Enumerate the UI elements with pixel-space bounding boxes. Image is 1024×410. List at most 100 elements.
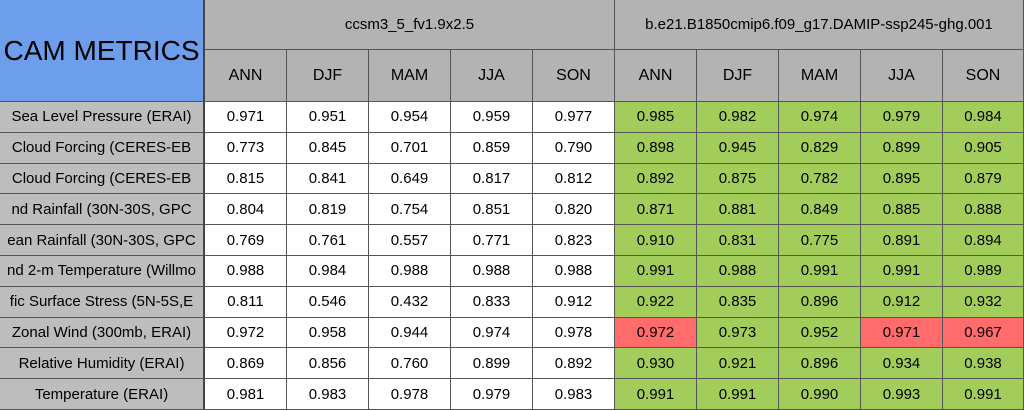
- season-header-jja: JJA: [451, 50, 533, 102]
- row-label: ean Rainfall (30N-30S, GPC: [0, 225, 205, 256]
- test-value-cell: 0.831: [697, 225, 779, 256]
- test-value-cell: 0.991: [779, 255, 861, 287]
- test-value-cell: 0.973: [697, 317, 779, 349]
- test-value-cell: 0.921: [697, 348, 779, 380]
- base-value-cell: 0.823: [533, 225, 615, 256]
- base-value-cell: 0.754: [369, 194, 451, 226]
- base-value-cell: 0.977: [533, 102, 615, 133]
- test-value-cell: 0.892: [615, 163, 697, 195]
- base-value-cell: 0.988: [205, 255, 287, 287]
- base-value-cell: 0.983: [287, 379, 369, 410]
- test-value-cell: 0.988: [697, 255, 779, 287]
- test-value-cell: 0.934: [861, 348, 943, 380]
- base-value-cell: 0.771: [451, 225, 533, 256]
- test-value-cell: 0.922: [615, 286, 697, 318]
- base-value-cell: 0.912: [533, 286, 615, 318]
- base-value-cell: 0.773: [205, 132, 287, 164]
- base-value-cell: 0.769: [205, 225, 287, 256]
- case-header-test: b.e21.B1850cmip6.f09_g17.DAMIP-ssp245-gh…: [615, 0, 1024, 50]
- test-value-cell: 0.885: [861, 194, 943, 226]
- base-value-cell: 0.984: [287, 255, 369, 287]
- base-value-cell: 0.971: [205, 102, 287, 133]
- row-label: Relative Humidity (ERAI): [0, 348, 205, 380]
- base-value-cell: 0.851: [451, 194, 533, 226]
- base-value-cell: 0.988: [533, 255, 615, 287]
- base-value-cell: 0.983: [533, 379, 615, 410]
- test-value-cell: 0.932: [943, 286, 1024, 318]
- test-value-cell: 0.879: [943, 163, 1024, 195]
- base-value-cell: 0.859: [451, 132, 533, 164]
- base-value-cell: 0.974: [451, 317, 533, 349]
- base-value-cell: 0.817: [451, 163, 533, 195]
- base-value-cell: 0.958: [287, 317, 369, 349]
- test-value-cell: 0.896: [779, 348, 861, 380]
- row-label: Cloud Forcing (CERES-EB: [0, 132, 205, 164]
- test-value-cell: 0.895: [861, 163, 943, 195]
- base-value-cell: 0.988: [369, 255, 451, 287]
- base-value-cell: 0.815: [205, 163, 287, 195]
- test-value-cell: 0.993: [861, 379, 943, 410]
- test-value-cell: 0.991: [697, 379, 779, 410]
- season-header-mam: MAM: [779, 50, 861, 102]
- test-value-cell: 0.782: [779, 163, 861, 195]
- base-value-cell: 0.701: [369, 132, 451, 164]
- row-label: nd 2-m Temperature (Willmo: [0, 255, 205, 287]
- season-header-djf: DJF: [697, 50, 779, 102]
- test-value-cell: 0.971: [861, 317, 943, 349]
- test-value-cell: 0.905: [943, 132, 1024, 164]
- season-header-jja: JJA: [861, 50, 943, 102]
- test-value-cell: 0.972: [615, 317, 697, 349]
- test-value-cell: 0.989: [943, 255, 1024, 287]
- base-value-cell: 0.820: [533, 194, 615, 226]
- base-value-cell: 0.833: [451, 286, 533, 318]
- row-label: nd Rainfall (30N-30S, GPC: [0, 194, 205, 226]
- base-value-cell: 0.856: [287, 348, 369, 380]
- base-value-cell: 0.760: [369, 348, 451, 380]
- base-value-cell: 0.761: [287, 225, 369, 256]
- base-value-cell: 0.869: [205, 348, 287, 380]
- base-value-cell: 0.557: [369, 225, 451, 256]
- base-value-cell: 0.954: [369, 102, 451, 133]
- test-value-cell: 0.829: [779, 132, 861, 164]
- test-value-cell: 0.896: [779, 286, 861, 318]
- row-label: Temperature (ERAI): [0, 379, 205, 410]
- test-value-cell: 0.952: [779, 317, 861, 349]
- test-value-cell: 0.991: [861, 255, 943, 287]
- test-value-cell: 0.898: [615, 132, 697, 164]
- season-header-mam: MAM: [369, 50, 451, 102]
- test-value-cell: 0.991: [943, 379, 1024, 410]
- test-value-cell: 0.982: [697, 102, 779, 133]
- table-title: CAM METRICS: [0, 0, 205, 102]
- base-value-cell: 0.959: [451, 102, 533, 133]
- base-value-cell: 0.981: [205, 379, 287, 410]
- base-value-cell: 0.819: [287, 194, 369, 226]
- base-value-cell: 0.951: [287, 102, 369, 133]
- base-value-cell: 0.804: [205, 194, 287, 226]
- base-value-cell: 0.649: [369, 163, 451, 195]
- test-value-cell: 0.945: [697, 132, 779, 164]
- test-value-cell: 0.991: [615, 255, 697, 287]
- test-value-cell: 0.881: [697, 194, 779, 226]
- row-label: Zonal Wind (300mb, ERAI): [0, 317, 205, 349]
- test-value-cell: 0.891: [861, 225, 943, 256]
- base-value-cell: 0.979: [451, 379, 533, 410]
- season-header-ann: ANN: [615, 50, 697, 102]
- base-value-cell: 0.899: [451, 348, 533, 380]
- test-value-cell: 0.871: [615, 194, 697, 226]
- test-value-cell: 0.930: [615, 348, 697, 380]
- base-value-cell: 0.811: [205, 286, 287, 318]
- test-value-cell: 0.974: [779, 102, 861, 133]
- test-value-cell: 0.967: [943, 317, 1024, 349]
- test-value-cell: 0.984: [943, 102, 1024, 133]
- test-value-cell: 0.991: [615, 379, 697, 410]
- base-value-cell: 0.972: [205, 317, 287, 349]
- season-header-ann: ANN: [205, 50, 287, 102]
- base-value-cell: 0.841: [287, 163, 369, 195]
- test-value-cell: 0.985: [615, 102, 697, 133]
- test-value-cell: 0.899: [861, 132, 943, 164]
- test-value-cell: 0.775: [779, 225, 861, 256]
- season-header-son: SON: [943, 50, 1024, 102]
- row-label: Sea Level Pressure (ERAI): [0, 102, 205, 133]
- row-label: Cloud Forcing (CERES-EB: [0, 163, 205, 195]
